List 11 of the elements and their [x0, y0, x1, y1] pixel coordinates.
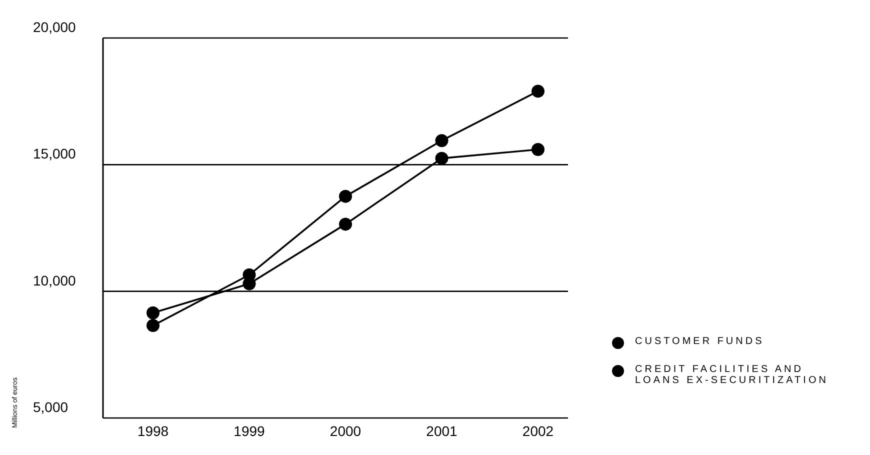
y-tick-label: 5,000 — [33, 399, 68, 415]
x-tick-label: 1999 — [234, 422, 266, 439]
x-tick-label: 2001 — [426, 422, 458, 439]
x-tick-label: 2000 — [330, 422, 362, 439]
legend-label: CREDIT FACILITIES AND LOANS EX-SECURITIZATION — [635, 364, 830, 386]
y-tick-label: 15,000 — [33, 146, 76, 162]
x-tick-label: 1998 — [137, 422, 169, 439]
y-tick-label: 10,000 — [33, 272, 76, 288]
y-tick-label: 20,000 — [33, 19, 76, 35]
x-tick-label: 2002 — [522, 422, 554, 439]
legend-label: CUSTOMER FUNDS — [635, 336, 764, 347]
